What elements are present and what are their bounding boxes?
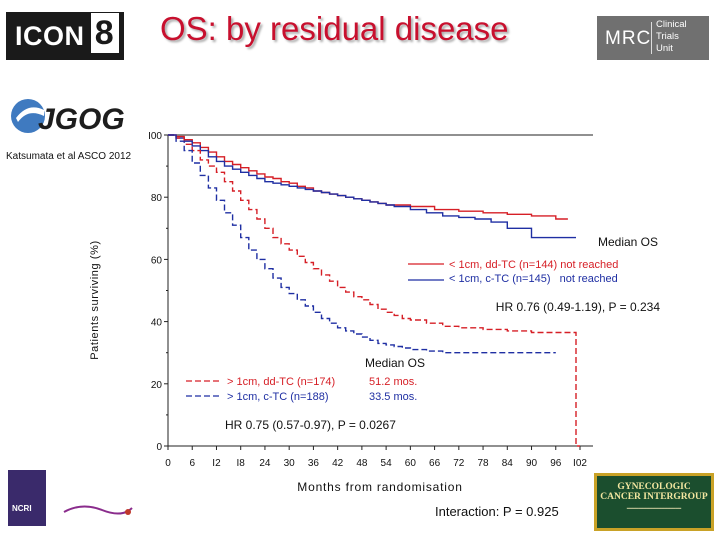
partner-logo [62, 500, 134, 518]
ncri-logo-text: NCRI [12, 504, 32, 513]
legend-label-dd-tc-lt1: < 1cm, dd-TC (n=144) not reached [449, 259, 618, 271]
gcig-logo-line2: CANCER INTERGROUP [600, 492, 708, 502]
y-tick-label: 60 [151, 255, 163, 266]
median-os-bottom-heading: Median OS [365, 356, 425, 370]
x-tick-label: 72 [453, 458, 465, 469]
y-axis-label: Patients surviving (%) [89, 240, 101, 360]
x-axis-label: Months from randomisation [297, 480, 462, 494]
jgog-logo-text: JGOG [38, 103, 125, 136]
chart-axes: 0 20 40 60 80 I00 0 6 I2 I8 24 30 36 42 48 54 60 66 72 78 84… [148, 131, 593, 469]
mrc-logo-text: MRC [605, 28, 652, 49]
x-tick-label: 96 [550, 458, 562, 469]
x-tick-label: 42 [332, 458, 344, 469]
x-tick-label: 6 [189, 458, 195, 469]
slide-title: OS: by residual disease [160, 10, 509, 47]
survival-curve-1 [168, 134, 576, 239]
legend-label-c-tc-gt1: > 1cm, c-TC (n=188) [227, 391, 328, 403]
x-tick-label: 90 [526, 458, 538, 469]
x-tick-label: I02 [573, 458, 587, 469]
x-tick-label: 84 [502, 458, 514, 469]
x-tick-label: 48 [356, 458, 368, 469]
x-tick-label: I2 [212, 458, 221, 469]
citation: Katsumata et al ASCO 2012 [6, 151, 132, 162]
legend-label-c-tc-lt1: < 1cm, c-TC (n=145) not reached [449, 273, 618, 285]
y-tick-label: I00 [148, 131, 162, 142]
y-tick-label: 40 [151, 318, 163, 329]
survival-curve-0 [168, 134, 568, 220]
x-tick-label: 66 [429, 458, 441, 469]
survival-curve-2 [168, 134, 580, 447]
median-os-top-heading: Median OS [598, 235, 658, 249]
ncri-logo: NCRI [8, 470, 46, 526]
hr-bottom: HR 0.75 (0.57-0.97), P = 0.0267 [225, 418, 396, 432]
icon8-logo: ICON 8 [6, 12, 124, 60]
x-tick-label: I8 [237, 458, 246, 469]
ctu-logo-text: Clinical Trials Unit [656, 19, 687, 54]
y-tick-label: 0 [156, 442, 162, 453]
survival-curves [168, 134, 580, 447]
gcig-logo: GYNECOLOGIC CANCER INTERGROUP ━━━━━━━━━━… [594, 473, 714, 531]
median-value-c-tc-gt1: 33.5 mos. [369, 391, 417, 403]
jgog-logo: JGOG [8, 96, 132, 136]
x-tick-label: 0 [165, 458, 171, 469]
x-tick-label: 36 [308, 458, 320, 469]
hr-top: HR 0.76 (0.49-1.19), P = 0.234 [496, 300, 661, 314]
gcig-logo-line1: GYNECOLOGIC [617, 482, 691, 492]
y-tick-label: 80 [151, 193, 163, 204]
y-tick-label: 20 [151, 380, 163, 391]
x-tick-label: 30 [284, 458, 296, 469]
x-tick-label: 24 [259, 458, 271, 469]
mrc-ctu-logo: MRC Clinical Trials Unit [597, 16, 709, 60]
survival-curve-3 [168, 134, 556, 354]
x-tick-label: 54 [381, 458, 393, 469]
legend-label-dd-tc-gt1: > 1cm, dd-TC (n=174) [227, 376, 335, 388]
x-tick-label: 60 [405, 458, 417, 469]
x-tick-label: 78 [477, 458, 489, 469]
interaction-p-value: Interaction: P = 0.925 [435, 504, 559, 519]
median-value-dd-tc-gt1: 51.2 mos. [369, 376, 417, 388]
